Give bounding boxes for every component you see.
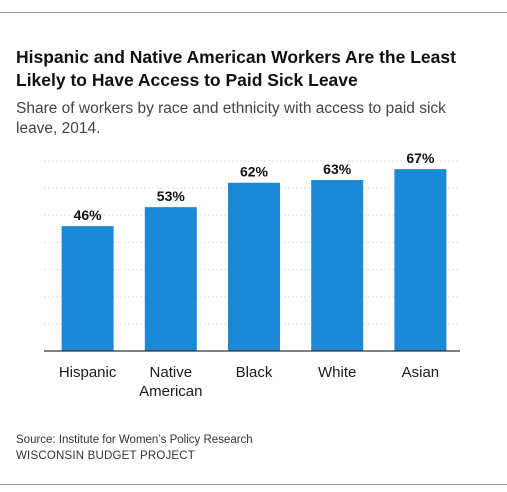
data-label: 63% [323, 161, 352, 177]
data-label: 46% [74, 207, 103, 223]
category-label: White [318, 364, 356, 381]
category-label: American [139, 383, 202, 400]
data-label: 53% [157, 188, 186, 204]
bar [61, 226, 114, 351]
bottom-rule [0, 484, 507, 485]
top-rule [0, 12, 507, 13]
category-label: Hispanic [59, 364, 117, 381]
chart-title: Hispanic and Native American Workers Are… [16, 47, 456, 90]
data-label: 62% [240, 164, 269, 180]
value-labels: 46% 53% 62% 63% 67% [74, 150, 435, 223]
data-label: 67% [406, 150, 435, 166]
bar [311, 180, 364, 351]
source-note: Source: Institute for Women’s Policy Res… [16, 434, 253, 446]
category-labels: Hispanic Native American Black White Asian [59, 364, 439, 400]
bar [394, 169, 447, 351]
bar [228, 182, 280, 351]
organization-name: WISCONSIN BUDGET PROJECT [16, 450, 196, 462]
bars [61, 169, 447, 351]
bar [144, 207, 197, 351]
chart-subtitle: Share of workers by race and ethnicity w… [16, 100, 446, 137]
category-label: Native [150, 364, 193, 381]
category-label: Black [236, 364, 273, 381]
category-label: Asian [402, 364, 440, 381]
